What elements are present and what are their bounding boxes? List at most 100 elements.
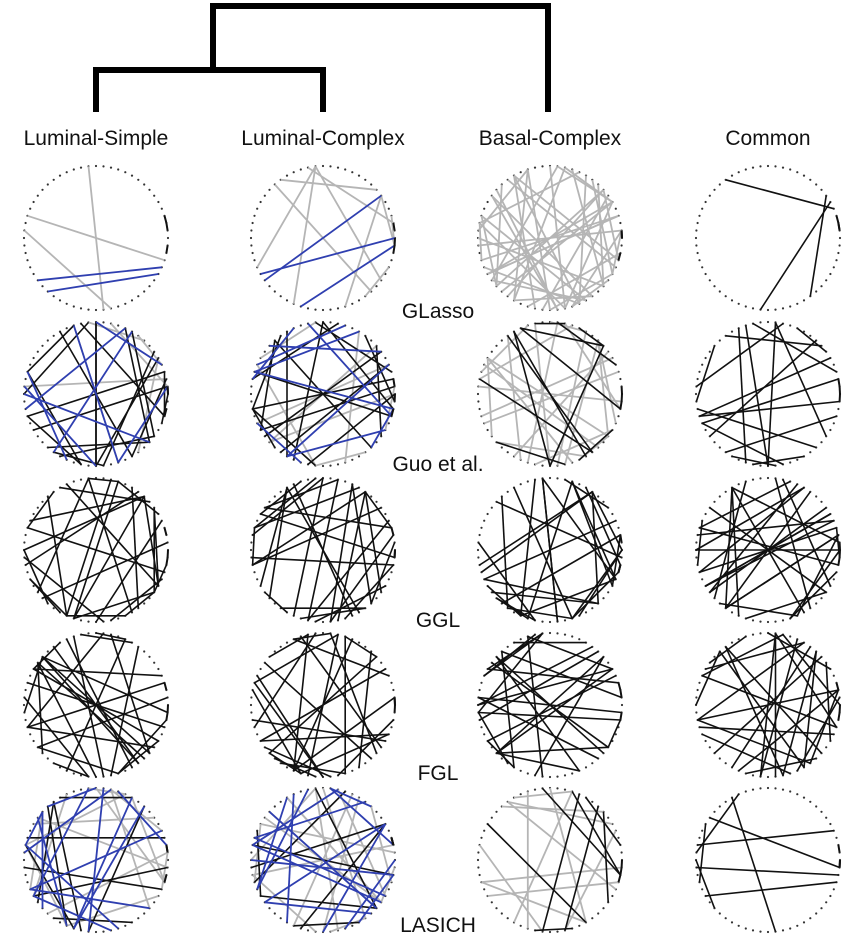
network-panel xyxy=(250,321,396,467)
network-node xyxy=(477,851,479,853)
network-node xyxy=(759,165,761,167)
network-node xyxy=(253,259,255,261)
network-node xyxy=(501,339,503,341)
network-node xyxy=(759,787,761,789)
network-edge xyxy=(118,387,167,463)
network-edge xyxy=(392,528,394,535)
network-node xyxy=(815,495,817,497)
network-node xyxy=(820,501,822,503)
network-node xyxy=(286,766,288,768)
network-edge xyxy=(316,322,392,371)
network-node xyxy=(110,463,112,465)
network-node xyxy=(701,578,703,580)
network-node xyxy=(738,303,740,305)
network-node xyxy=(274,495,276,497)
network-node xyxy=(143,602,145,604)
network-edge xyxy=(497,598,536,620)
network-node xyxy=(477,400,479,402)
network-edge xyxy=(838,379,839,387)
network-node xyxy=(300,790,302,792)
network-node xyxy=(738,171,740,173)
network-edge xyxy=(24,231,111,309)
network-node xyxy=(520,793,522,795)
network-node xyxy=(80,167,82,169)
network-node xyxy=(617,415,619,417)
network-panel xyxy=(250,477,396,623)
network-node xyxy=(774,165,776,167)
network-node xyxy=(697,378,699,380)
network-node xyxy=(549,621,551,623)
network-node xyxy=(157,668,159,670)
network-edge xyxy=(810,196,826,297)
network-node xyxy=(564,774,566,776)
network-node xyxy=(698,259,700,261)
network-node xyxy=(697,874,699,876)
network-node xyxy=(392,689,394,691)
network-node xyxy=(534,789,536,791)
network-node xyxy=(705,513,707,515)
network-edge xyxy=(565,831,616,931)
network-node xyxy=(66,327,68,329)
network-node xyxy=(66,171,68,173)
network-node xyxy=(564,634,566,636)
network-node xyxy=(725,295,727,297)
network-node xyxy=(789,790,791,792)
network-edge xyxy=(572,572,618,618)
network-node xyxy=(274,805,276,807)
method-label-fgl: FGL xyxy=(418,762,459,785)
network-edge xyxy=(261,322,316,358)
network-node xyxy=(713,189,715,191)
network-edge xyxy=(345,637,376,657)
network-node xyxy=(731,611,733,613)
network-node xyxy=(143,446,145,448)
network-node xyxy=(47,339,49,341)
network-node xyxy=(701,888,703,890)
network-node xyxy=(167,237,169,239)
network-node xyxy=(767,309,769,311)
network-node xyxy=(364,179,366,181)
network-edge xyxy=(89,322,145,340)
network-edge xyxy=(592,492,622,550)
network-node xyxy=(260,201,262,203)
network-node xyxy=(487,429,489,431)
network-node xyxy=(602,907,604,909)
network-node xyxy=(260,668,262,670)
network-node xyxy=(33,513,35,515)
network-edge xyxy=(706,882,837,896)
network-node xyxy=(782,167,784,169)
network-node xyxy=(837,252,839,254)
network-edge xyxy=(696,868,838,876)
network-node xyxy=(29,675,31,677)
network-edge xyxy=(761,202,831,310)
network-node xyxy=(513,611,515,613)
network-node xyxy=(731,331,733,333)
network-node xyxy=(351,459,353,461)
network-panel xyxy=(23,632,169,778)
network-node xyxy=(95,931,97,933)
network-node xyxy=(23,237,25,239)
network-edge xyxy=(838,713,839,721)
network-node xyxy=(695,696,697,698)
network-node xyxy=(358,175,360,177)
network-node xyxy=(102,931,104,933)
network-edge xyxy=(710,818,840,868)
network-node xyxy=(477,549,479,551)
network-node xyxy=(110,167,112,169)
network-node xyxy=(161,733,163,735)
network-node xyxy=(375,285,377,287)
network-node xyxy=(256,208,258,210)
network-node xyxy=(701,364,703,366)
network-node xyxy=(358,299,360,301)
network-edge xyxy=(838,223,839,231)
network-edge xyxy=(359,652,371,768)
network-edge xyxy=(294,639,353,771)
network-panel xyxy=(695,477,841,623)
network-edge xyxy=(281,365,389,453)
network-node xyxy=(23,400,25,402)
network-edge xyxy=(316,586,386,622)
network-node xyxy=(388,830,390,832)
network-node xyxy=(25,378,27,380)
network-node xyxy=(47,650,49,652)
network-node xyxy=(803,299,805,301)
network-edge xyxy=(619,875,621,882)
